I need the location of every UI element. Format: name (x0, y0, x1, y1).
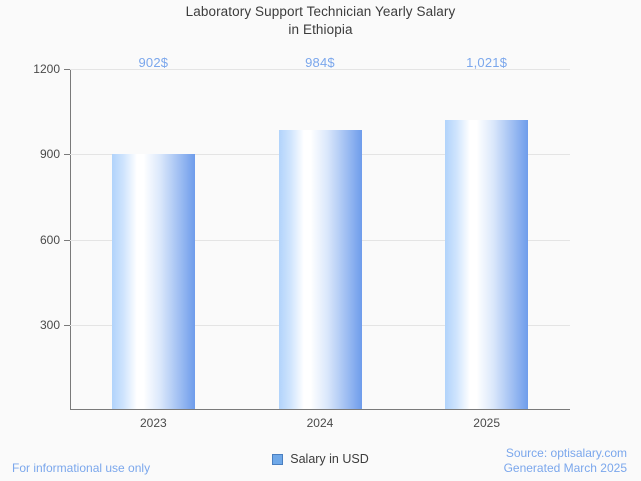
legend-swatch-icon (272, 453, 284, 465)
x-tick-label: 2025 (473, 416, 500, 430)
y-tick-mark (64, 239, 70, 241)
y-tick-mark (64, 154, 70, 156)
y-tick-mark (64, 69, 70, 70)
bar-value-label: 1,021$ (466, 55, 508, 70)
source-text: Source: optisalary.com (505, 446, 627, 460)
bar[interactable] (445, 119, 529, 410)
source-block: Source: optisalary.com Generated March 2… (504, 446, 627, 476)
gridline (70, 69, 570, 70)
chart-title-line-2: in Ethiopia (288, 22, 353, 37)
y-tick-mark (64, 324, 70, 326)
chart-legend: Salary in USD (0, 452, 641, 466)
bar[interactable] (278, 130, 362, 410)
x-tick-label: 2024 (306, 416, 334, 430)
plot-area (70, 69, 570, 410)
y-tick-label: 1200 (33, 62, 60, 76)
x-tick-label: 2023 (139, 416, 167, 430)
bar[interactable] (111, 153, 195, 410)
y-tick-label: 300 (39, 317, 60, 332)
x-axis-line (70, 409, 570, 410)
generated-text: Generated March 2025 (503, 461, 627, 475)
bar-value-label: 984$ (305, 55, 335, 70)
legend-item-label: Salary in USD (290, 452, 369, 466)
y-tick-label: 600 (39, 232, 60, 247)
chart-title: Laboratory Support Technician Yearly Sal… (0, 3, 641, 39)
bar-value-label: 902$ (138, 55, 169, 70)
chart-title-line-1: Laboratory Support Technician Yearly Sal… (185, 4, 456, 19)
y-tick-label: 900 (39, 147, 60, 162)
disclaimer-text: For informational use only (12, 461, 151, 475)
